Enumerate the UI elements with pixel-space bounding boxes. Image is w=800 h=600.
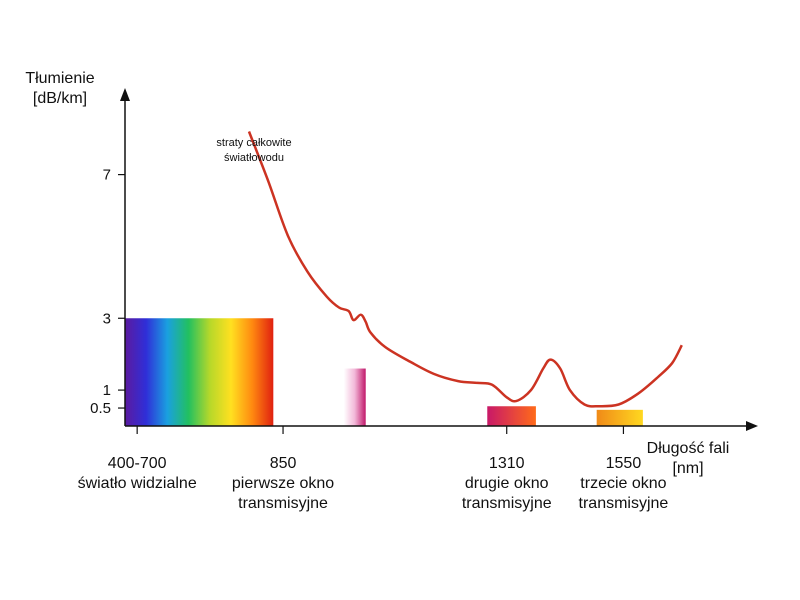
x-axis-arrow xyxy=(746,421,758,431)
x-category-label: pierwsze okno xyxy=(232,475,334,492)
x-category-label: 1310 xyxy=(489,455,525,472)
y-axis-title: Tłumienie xyxy=(25,70,94,87)
x-axis-title: Długość fali xyxy=(647,440,730,457)
y-tick-label: 0.5 xyxy=(90,400,111,417)
series-line xyxy=(247,131,683,408)
y-axis-title: [dB/km] xyxy=(33,90,87,107)
x-category-label: światło widzialne xyxy=(78,475,197,492)
loss-curve xyxy=(247,131,683,408)
y-tick-label: 7 xyxy=(103,167,111,184)
chart-labels: 7 3 10.5 400-700 światło widzialne 850 pierwsz… xyxy=(25,70,729,512)
x-axis-title: [nm] xyxy=(672,460,703,477)
x-category-label: transmisyjne xyxy=(462,495,552,512)
y-tick-label: 1 xyxy=(103,382,111,399)
bar-1550 xyxy=(596,409,643,426)
x-category-label: drugie okno xyxy=(465,475,549,492)
x-category-label: 1550 xyxy=(606,455,642,472)
y-tick-label: 3 xyxy=(103,310,111,327)
bar-1310 xyxy=(487,406,536,426)
y-axis-arrow xyxy=(120,88,130,101)
axes xyxy=(118,88,758,434)
x-category-label: 400-700 xyxy=(108,455,167,472)
x-category-label: transmisyjne xyxy=(579,495,669,512)
series-label: światłowodu xyxy=(224,152,284,164)
series-label: straty całkowite xyxy=(216,137,291,149)
x-category-label: 850 xyxy=(270,455,297,472)
bar-400-700 xyxy=(125,318,274,426)
bar-850 xyxy=(343,368,366,426)
window-bars xyxy=(125,318,643,426)
x-category-label: transmisyjne xyxy=(238,495,328,512)
x-category-label: trzecie okno xyxy=(580,475,666,492)
